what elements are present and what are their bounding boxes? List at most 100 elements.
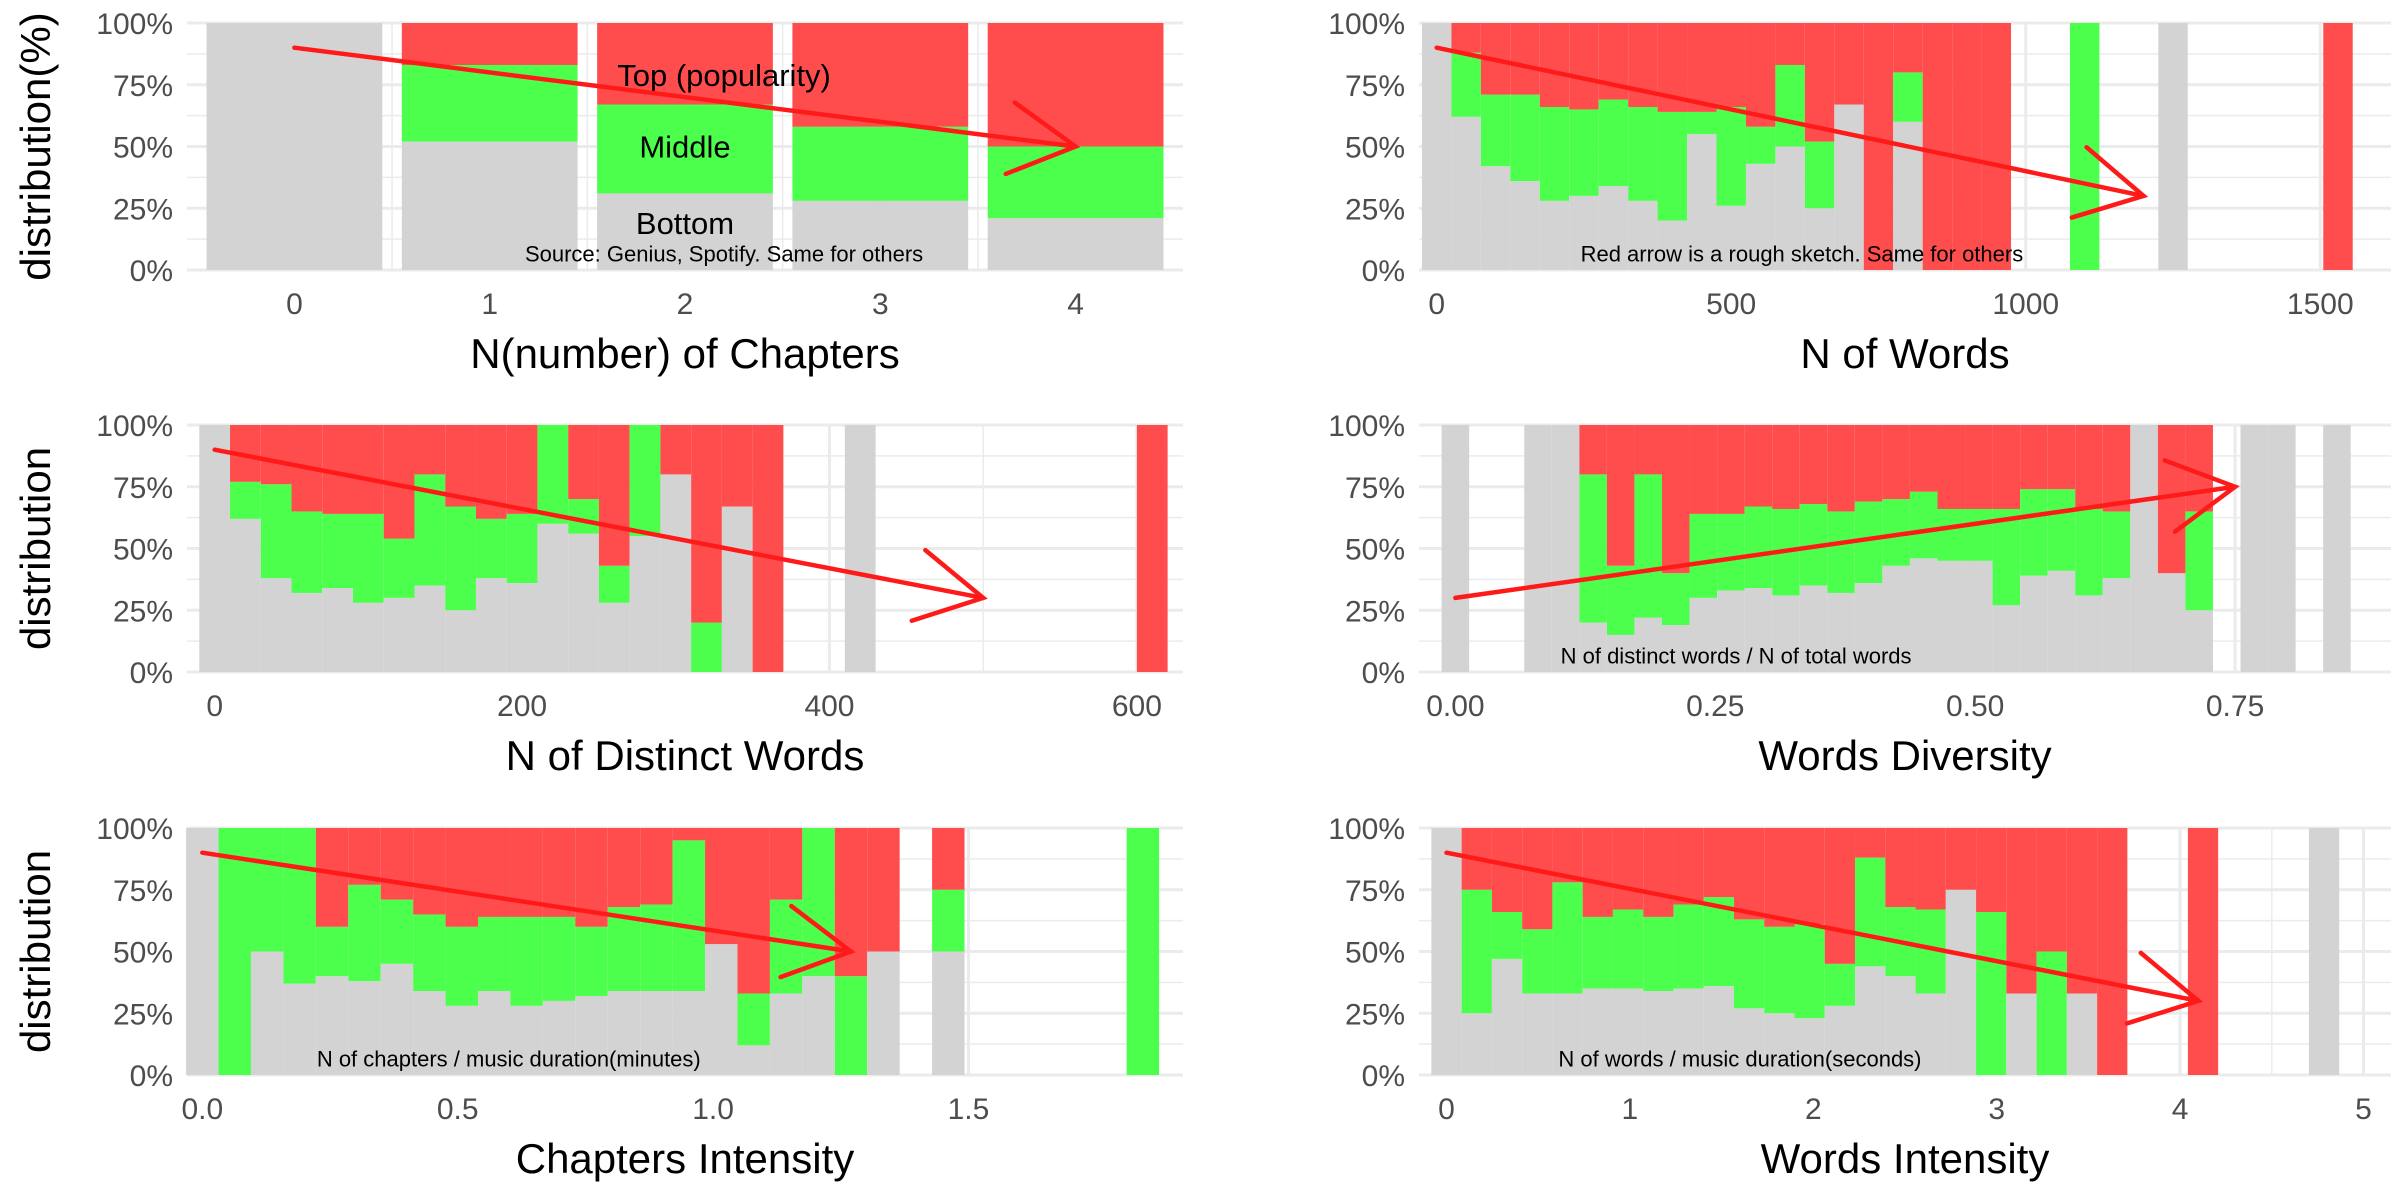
y-tick-label: 100% bbox=[1328, 410, 1405, 443]
bar-top bbox=[1582, 828, 1613, 917]
bar-bottom bbox=[1643, 991, 1674, 1075]
bar-bottom bbox=[598, 602, 630, 672]
bar-top bbox=[1569, 23, 1599, 110]
bar-top bbox=[1863, 23, 1894, 270]
bar-top bbox=[2187, 828, 2219, 1075]
bar-middle bbox=[291, 511, 323, 593]
bar-middle bbox=[510, 916, 543, 1006]
bar-top bbox=[260, 425, 292, 485]
bar-top bbox=[792, 23, 969, 127]
y-tick-label: 75% bbox=[113, 472, 173, 505]
bar-top bbox=[607, 828, 641, 908]
bar-middle bbox=[1744, 506, 1773, 589]
x-tick-label: 400 bbox=[804, 690, 854, 723]
bar-middle bbox=[1673, 904, 1704, 989]
bar-top bbox=[1794, 828, 1825, 925]
bar-bottom bbox=[206, 23, 383, 270]
bar-middle bbox=[260, 484, 292, 579]
bar-bottom bbox=[1522, 993, 1553, 1075]
trend-arrow-line bbox=[1444, 850, 2201, 1004]
bar-bottom bbox=[445, 1005, 479, 1075]
x-tick-label: 5 bbox=[2355, 1093, 2372, 1126]
bar-top bbox=[1579, 425, 1607, 475]
bar-middle bbox=[383, 538, 415, 598]
bar-top bbox=[1799, 425, 1828, 505]
bar-top bbox=[1937, 425, 1966, 509]
bar-top bbox=[1491, 828, 1523, 912]
bar-top bbox=[2323, 23, 2353, 270]
bar-bottom bbox=[769, 993, 803, 1075]
bar-top bbox=[1775, 23, 1805, 65]
bar-middle bbox=[348, 884, 381, 982]
bar-bottom bbox=[867, 951, 900, 1075]
x-axis-label: N of Words bbox=[1800, 330, 2009, 377]
bar-middle bbox=[1628, 106, 1658, 201]
trend-arrow-line bbox=[200, 850, 854, 954]
x-tick-label: 4 bbox=[2172, 1093, 2189, 1126]
bar-bottom bbox=[1764, 1013, 1795, 1075]
bar-middle bbox=[230, 481, 261, 519]
bar-middle bbox=[475, 518, 507, 579]
bar-bottom bbox=[475, 578, 507, 672]
bar-top bbox=[737, 828, 770, 994]
bar-middle bbox=[283, 828, 316, 984]
bar-bottom bbox=[260, 578, 292, 672]
x-tick-label: 3 bbox=[872, 288, 889, 321]
x-axis-label: Words Intensity bbox=[1761, 1135, 2050, 1182]
bar-middle bbox=[1937, 508, 1966, 561]
bar-top bbox=[691, 425, 722, 623]
bar-middle bbox=[413, 914, 446, 992]
y-tick-label: 75% bbox=[113, 70, 173, 103]
bar-middle bbox=[1480, 94, 1511, 167]
x-tick-label: 0 bbox=[1428, 288, 1445, 321]
bar-top bbox=[1834, 23, 1864, 105]
x-tick-label: 3 bbox=[1988, 1093, 2005, 1126]
bar-middle bbox=[568, 499, 599, 534]
trend-arrow-head bbox=[2124, 950, 2204, 1026]
bar-middle bbox=[834, 976, 868, 1075]
y-tick-label: 25% bbox=[113, 193, 173, 226]
bar-bottom bbox=[1854, 583, 1883, 672]
bar-middle bbox=[1775, 64, 1805, 147]
bar-bottom bbox=[542, 1000, 576, 1075]
bar-middle bbox=[1689, 513, 1718, 598]
y-tick-label: 0% bbox=[1362, 255, 1405, 288]
bar-top bbox=[1689, 425, 1718, 514]
bar-bottom bbox=[322, 588, 353, 672]
bar-top bbox=[2047, 425, 2076, 490]
bar-top bbox=[568, 425, 599, 500]
y-tick-label: 25% bbox=[1345, 998, 1405, 1031]
y-tick-label: 25% bbox=[1345, 193, 1405, 226]
bar-bottom bbox=[792, 200, 969, 270]
bar-bottom bbox=[575, 995, 608, 1075]
x-tick-label: 1500 bbox=[2287, 288, 2354, 321]
bar-top bbox=[867, 828, 900, 952]
y-tick-label: 75% bbox=[1345, 472, 1405, 505]
bar-bottom bbox=[2158, 23, 2188, 270]
bar-bottom bbox=[401, 141, 578, 270]
bar-middle bbox=[1733, 919, 1765, 1009]
y-tick-label: 100% bbox=[96, 813, 173, 846]
bar-middle bbox=[1579, 474, 1607, 623]
bar-bottom bbox=[1794, 1018, 1825, 1075]
bar-middle bbox=[478, 916, 511, 992]
bar-top bbox=[1745, 23, 1776, 127]
bar-top bbox=[445, 828, 479, 927]
x-tick-label: 4 bbox=[1067, 288, 1084, 321]
trend-arrow-line bbox=[212, 447, 986, 601]
bar-middle bbox=[1824, 963, 1856, 1006]
bar-top bbox=[1915, 828, 1946, 910]
bar-bottom bbox=[1772, 595, 1800, 672]
trend-arrow-head bbox=[2069, 144, 2149, 220]
y-tick-label: 75% bbox=[1345, 875, 1405, 908]
bar-middle bbox=[1634, 474, 1662, 618]
bar-bottom bbox=[597, 193, 773, 270]
bar-top bbox=[1893, 23, 1923, 73]
bar-top bbox=[401, 23, 578, 65]
y-tick-label: 50% bbox=[113, 937, 173, 970]
y-tick-label: 100% bbox=[1328, 813, 1405, 846]
bar-middle bbox=[1965, 508, 1993, 561]
bar-top bbox=[506, 425, 538, 514]
x-tick-label: 0 bbox=[206, 690, 223, 723]
